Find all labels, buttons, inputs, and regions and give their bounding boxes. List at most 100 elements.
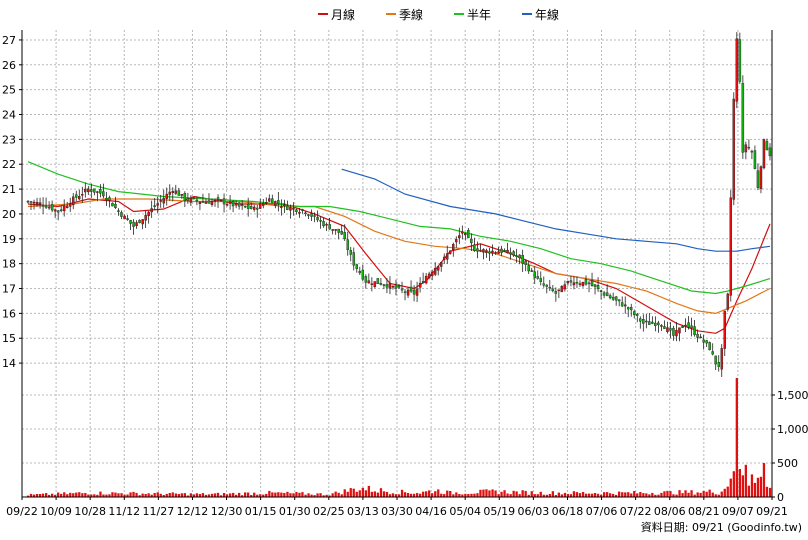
candle-body [409, 286, 413, 292]
volume-bar [271, 492, 274, 497]
price-tick-label: 25 [2, 84, 16, 97]
volume-bar [289, 493, 292, 497]
volume-bar [304, 494, 307, 497]
volume-bar [256, 494, 259, 497]
volume-bar [81, 493, 84, 497]
legend: 月線 季線 半年 年線 [318, 7, 559, 22]
volume-bar [723, 488, 726, 497]
candle-body [346, 239, 350, 250]
candle-body [554, 291, 558, 294]
candle-body [717, 362, 721, 367]
volume-bar [144, 494, 147, 497]
volume-bar [603, 492, 606, 497]
volume-bar [132, 491, 135, 497]
candle-body [693, 326, 696, 335]
volume-bar [235, 494, 238, 497]
volume-bar [606, 492, 609, 497]
candle-body [364, 276, 368, 283]
volume-bar [313, 495, 316, 497]
volume-bar [69, 492, 72, 497]
candle-body [213, 200, 217, 202]
volume-bar [633, 491, 636, 497]
candle-body [705, 340, 708, 344]
volume-bar [57, 492, 60, 497]
price-tick-label: 17 [2, 283, 16, 296]
candle-body [747, 146, 751, 149]
volume-bar [621, 492, 624, 497]
volume-bar [422, 491, 425, 497]
volume-bar [247, 492, 250, 497]
candle-body [162, 197, 165, 204]
candle-body [38, 202, 42, 205]
volume-bar [542, 494, 545, 497]
candle-body [741, 83, 745, 153]
candle-body [207, 200, 211, 204]
volume-bar [735, 378, 738, 497]
volume-bar [744, 464, 747, 497]
candle-body [726, 293, 730, 310]
candle-body [518, 254, 521, 259]
volume-bar [473, 493, 476, 497]
volume-bar [41, 493, 45, 497]
volume-bar [48, 494, 51, 497]
volume-bar [102, 494, 105, 497]
volume-bar [705, 491, 708, 497]
candle-body [491, 250, 494, 254]
candle-body [26, 200, 30, 203]
volume-bar [406, 493, 410, 497]
candle-body [29, 201, 33, 203]
volume-bar [600, 494, 603, 497]
candle-body [189, 197, 193, 203]
price-tick-label: 15 [2, 332, 16, 345]
candle-body [77, 195, 81, 200]
volume-bar [409, 493, 413, 497]
candle-body [687, 322, 690, 328]
volume-bar [177, 494, 180, 497]
volume-bar [198, 494, 202, 497]
legend-label: 季線 [399, 7, 423, 22]
volume-bar [524, 490, 527, 497]
candle-body [630, 307, 633, 311]
candle-body [452, 244, 455, 251]
candle-body [186, 197, 190, 201]
candle-body [277, 200, 280, 205]
candle-body [470, 238, 473, 244]
price-tick-label: 26 [2, 59, 16, 72]
volume-bar [32, 494, 36, 497]
candle-body [690, 325, 693, 329]
candle-body [108, 197, 111, 201]
candle-body [382, 284, 386, 286]
volume-bar [551, 491, 554, 497]
volume-bar [717, 494, 720, 497]
volume-bar [452, 494, 455, 497]
volume-bar [259, 494, 262, 497]
candle-body [59, 209, 63, 212]
candle-body [714, 355, 717, 365]
candle-body [53, 209, 57, 212]
volume-bar [714, 494, 717, 497]
volume-bar [488, 490, 491, 497]
volume-bar [425, 491, 428, 497]
volume-bar [331, 493, 334, 497]
candle-body [578, 283, 582, 285]
volume-bar [337, 492, 340, 497]
candle-body [669, 328, 672, 331]
candle-body [204, 201, 208, 204]
volume-bar [35, 494, 39, 497]
candle-body [642, 319, 645, 324]
volume-bar [696, 492, 699, 497]
volume-tick-label: 1,500 [777, 389, 808, 402]
price-axis: 14 15 16 17 18 19 20 21 22 23 24 25 26 27 [2, 34, 22, 370]
volume-bar [566, 493, 570, 497]
candle-body [228, 201, 232, 204]
candle-body [443, 256, 446, 260]
volume-bar [467, 494, 470, 497]
candle-body [304, 212, 307, 215]
volume-bar [663, 491, 666, 497]
candle-body [584, 279, 588, 285]
candle-body [720, 348, 724, 370]
price-tick-label: 14 [2, 357, 16, 370]
volume-bar [464, 493, 467, 497]
candle-body [331, 229, 334, 231]
candle-body [735, 38, 739, 102]
